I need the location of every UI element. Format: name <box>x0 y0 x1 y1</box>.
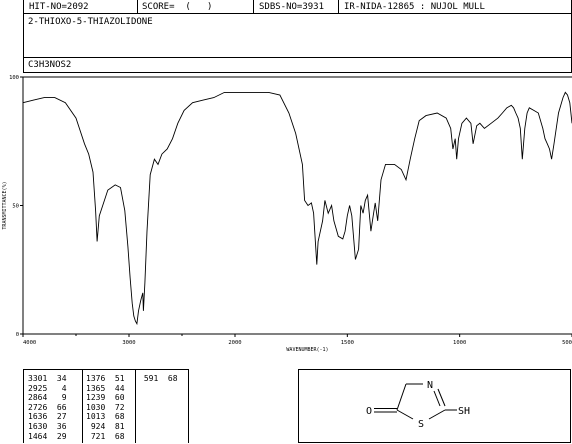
bond <box>396 383 407 411</box>
x-tick-label: 1500 <box>341 340 354 346</box>
divider <box>253 0 254 14</box>
x-tick-label: 500 <box>562 340 572 346</box>
peak-column-2: 1376 51 1365 44 1239 60 1030 72 1013 68 … <box>86 374 125 441</box>
divider <box>135 370 136 443</box>
peak-column-1: 3301 34 2925 4 2864 9 2726 66 1636 27 16… <box>28 374 67 441</box>
bond <box>437 388 446 407</box>
y-axis-label: TRANSMITTANCE(%) <box>2 181 8 229</box>
formula: C3H3NOS2 <box>28 60 72 70</box>
bond <box>433 390 441 407</box>
structure-box: N S O SH <box>298 369 571 443</box>
compound-name: 2-THIOXO-5-THIAZOLIDONE <box>28 17 153 27</box>
chart-axes <box>22 76 572 335</box>
y-tick-label: 50 <box>12 204 19 210</box>
x-tick-label: 3000 <box>122 340 135 346</box>
x-axis-label: WAVENUMBER(-1) <box>286 347 328 353</box>
hit-no: HIT-NO=2092 <box>29 2 89 12</box>
divider <box>82 370 83 443</box>
molecule-structure: N S O SH <box>366 380 470 430</box>
formula-divider <box>24 57 571 58</box>
y-tick-label: 0 <box>16 332 19 338</box>
spectrum-line <box>22 91 572 326</box>
ir-spectrum-chart: 4000 3000 2000 1500 1000 500 0 50 100 WAVENUMBER… <box>2 75 572 353</box>
peak-column-3: 591 68 <box>139 374 178 383</box>
x-tick-label: 2000 <box>228 340 241 346</box>
atom-s-ring: S <box>418 419 424 430</box>
score: SCORE= ( ) <box>142 2 213 12</box>
bond <box>396 409 414 420</box>
sdbs-no: SDBS-NO=3931 <box>259 2 325 12</box>
peak-table: 3301 34 2925 4 2864 9 2726 66 1636 27 16… <box>23 369 189 443</box>
x-tick-label: 4000 <box>23 340 36 346</box>
divider <box>338 0 339 14</box>
y-tick-label: 100 <box>9 75 19 81</box>
chart-ticks: 4000 3000 2000 1500 1000 500 0 50 100 <box>9 75 572 346</box>
divider <box>137 0 138 14</box>
atom-o: O <box>366 406 372 417</box>
ir-info: IR-NIDA-12865 : NUJOL MULL <box>344 2 485 12</box>
x-tick-label: 1000 <box>453 340 466 346</box>
atom-n: N <box>427 380 433 391</box>
group-sh: SH <box>458 406 470 417</box>
bond <box>428 409 446 420</box>
